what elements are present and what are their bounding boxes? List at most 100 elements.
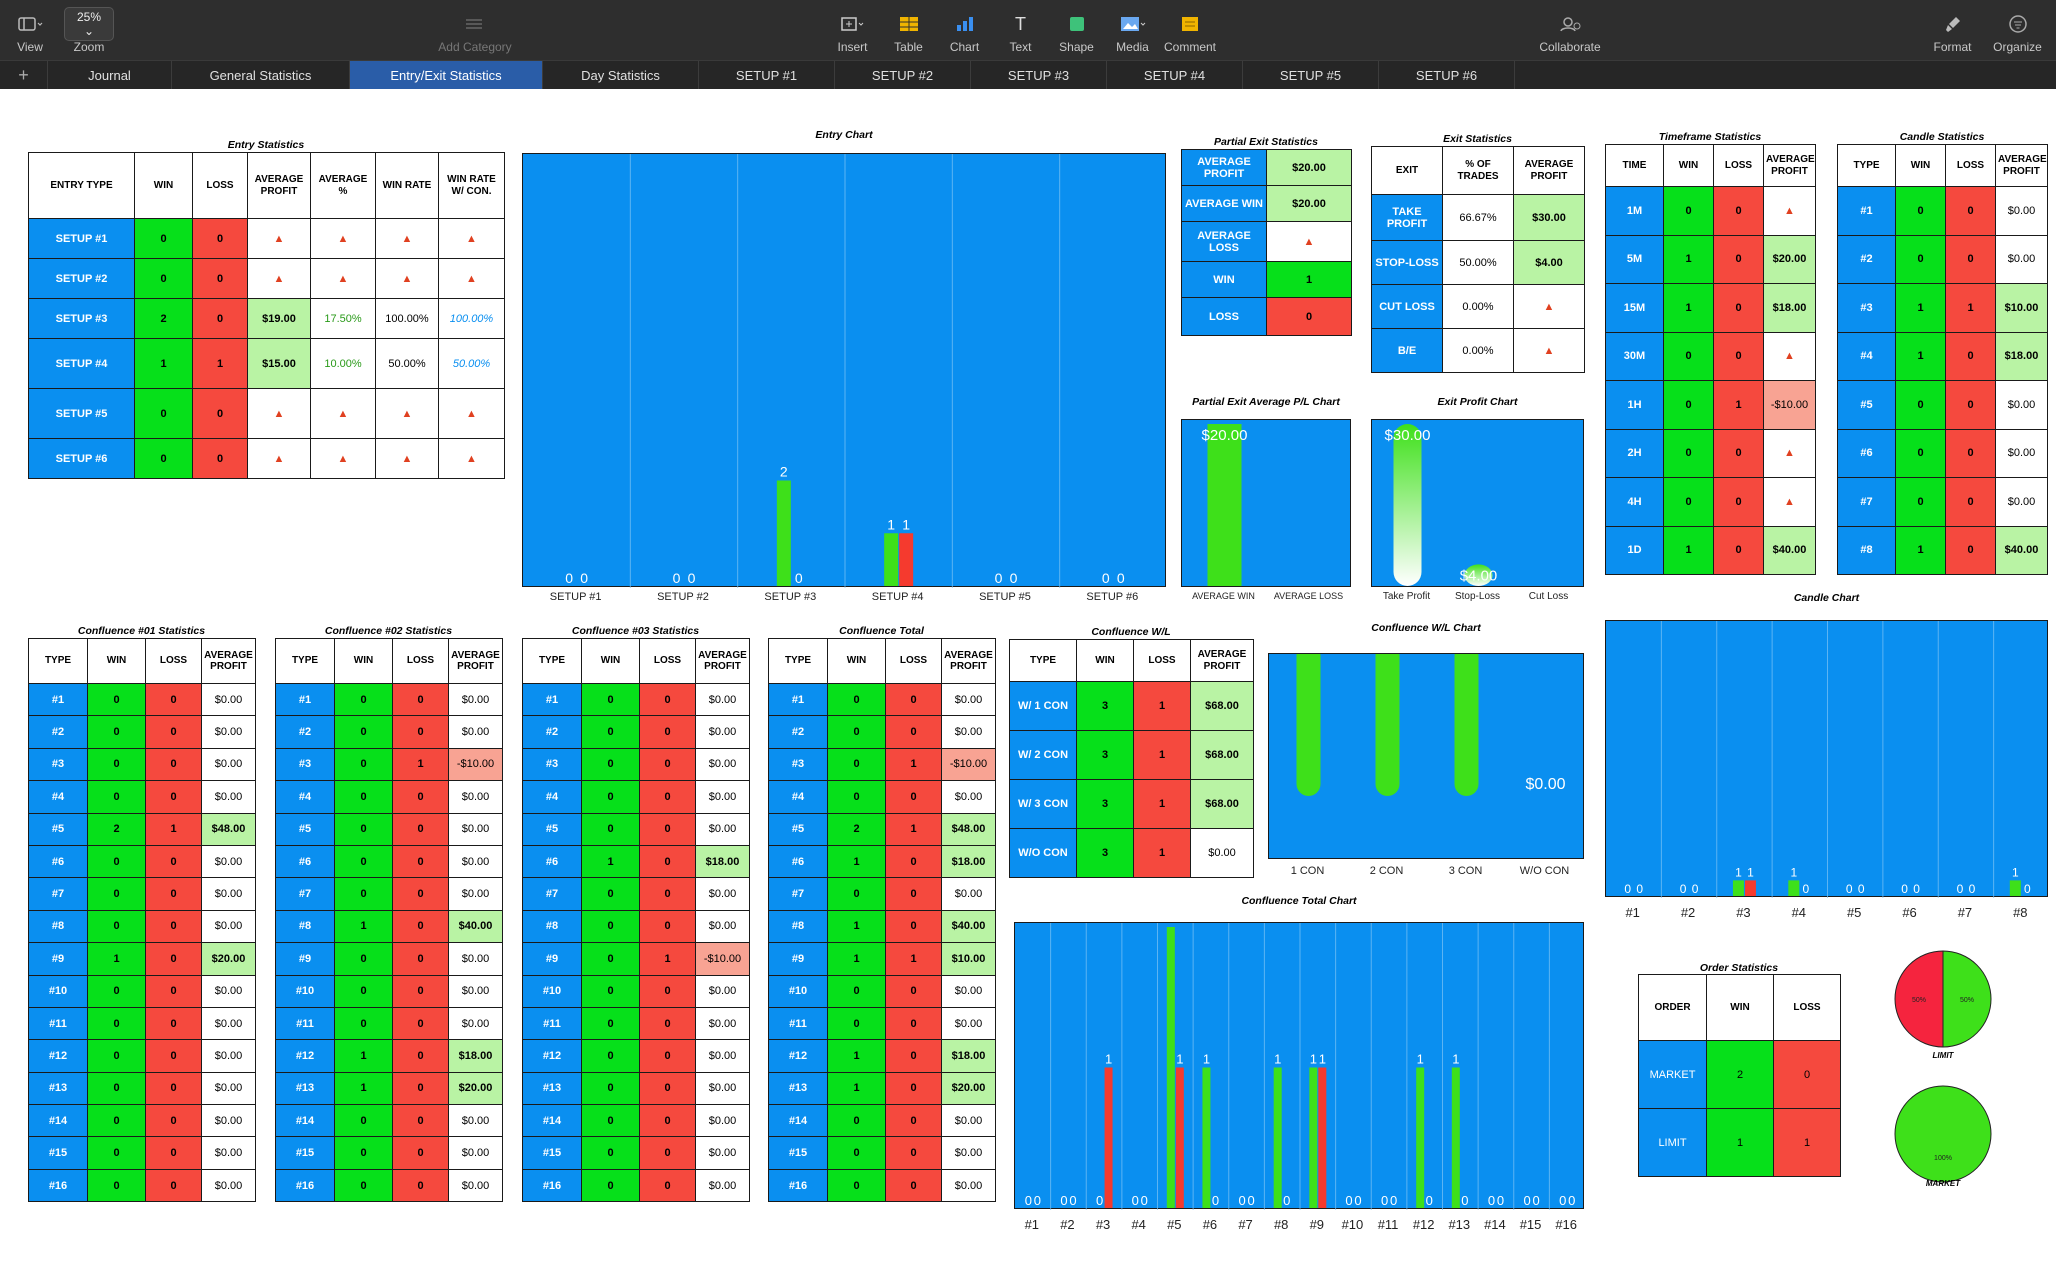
type-cell[interactable]: #8 [522,909,582,944]
win-cell[interactable]: 0 [1895,380,1946,430]
average-profit-cell[interactable]: $20.00 [201,942,256,976]
type-cell[interactable]: #2 [522,715,582,749]
loss-cell[interactable]: 0 [639,1071,696,1106]
win-cell[interactable]: 0 [827,1104,886,1138]
win-rate-con-cell[interactable]: ▲ [438,218,505,259]
average-profit-cell[interactable]: $0.00 [695,877,750,911]
win-cell[interactable]: 0 [581,1136,640,1170]
type-cell[interactable]: #1 [522,682,582,717]
average-profit-cell[interactable]: $0.00 [695,974,750,1008]
win-cell[interactable]: 0 [334,715,393,749]
type-cell[interactable]: #7 [522,877,582,911]
type-cell[interactable]: #3 [1837,283,1896,333]
average-profit-cell[interactable]: $10.00 [1995,283,2048,333]
win-rate-con-cell[interactable]: ▲ [438,258,505,299]
loss-cell[interactable]: 0 [639,812,696,846]
header-cell[interactable]: WIN [1895,144,1946,187]
average-profit-cell[interactable]: $0.00 [1995,428,2048,478]
loss-cell[interactable]: 0 [145,909,202,944]
header-cell[interactable]: AVERAGE PROFIT [695,638,750,684]
type-cell[interactable]: #12 [28,1039,88,1073]
loss-cell[interactable]: 0 [392,974,449,1008]
tab-setup-1[interactable]: SETUP #1 [699,61,835,90]
average-profit-cell[interactable]: $18.00 [448,1039,503,1073]
loss-cell[interactable]: 0 [392,715,449,749]
win-cell[interactable]: 2 [827,812,886,846]
average-percent-cell[interactable]: ▲ [310,218,376,259]
type-cell[interactable]: #13 [522,1071,582,1106]
average-profit-cell[interactable]: $0.00 [695,1168,750,1203]
average-profit-cell[interactable]: $0.00 [941,780,996,814]
type-cell[interactable]: 2H [1605,428,1664,478]
view-button[interactable]: View [12,10,48,54]
format-button[interactable]: Format [1930,10,1975,54]
header-cell[interactable]: LOSS [639,638,696,684]
loss-cell[interactable]: 0 [1945,525,1996,575]
average-profit-cell[interactable]: $0.00 [941,974,996,1008]
partial-value-cell[interactable]: $20.00 [1266,185,1352,222]
win-cell[interactable]: 0 [581,877,640,911]
tab-entry-exit-statistics[interactable]: Entry/Exit Statistics [350,61,543,90]
win-cell[interactable]: 0 [334,877,393,911]
win-cell[interactable]: 0 [581,1168,640,1203]
header-cell[interactable]: WIN [1706,974,1774,1041]
loss-cell[interactable]: 1 [145,812,202,846]
average-profit-cell[interactable]: $0.00 [201,1168,256,1203]
loss-cell[interactable]: 0 [392,877,449,911]
average-profit-cell[interactable]: ▲ [1763,331,1816,381]
win-cell[interactable]: 0 [334,747,393,782]
win-cell[interactable]: 0 [87,747,146,782]
type-cell[interactable]: W/O CON [1009,828,1077,878]
average-profit-cell[interactable]: ▲ [247,388,311,439]
loss-cell[interactable]: 1 [192,338,248,389]
average-profit-cell[interactable]: $0.00 [941,877,996,911]
win-cell[interactable]: 0 [827,974,886,1008]
loss-cell[interactable]: 0 [145,1136,202,1170]
tab-setup-4[interactable]: SETUP #4 [1107,61,1243,90]
type-cell[interactable]: W/ 2 CON [1009,730,1077,780]
loss-cell[interactable]: 0 [392,1136,449,1170]
loss-cell[interactable]: 0 [885,1039,942,1073]
win-rate-con-cell[interactable]: 50.00% [438,338,505,389]
win-cell[interactable]: 0 [581,747,640,782]
loss-cell[interactable]: 0 [885,1168,942,1203]
percent-trades-cell[interactable]: 0.00% [1442,328,1514,373]
win-rate-cell[interactable]: ▲ [375,218,439,259]
loss-cell[interactable]: 0 [1945,186,1996,236]
average-profit-cell[interactable]: $0.00 [1995,380,2048,430]
type-cell[interactable]: #2 [275,715,335,749]
loss-cell[interactable]: 0 [145,1071,202,1106]
type-cell[interactable]: #4 [28,780,88,814]
header-cell[interactable]: LOSS [145,638,202,684]
order-type-cell[interactable]: LIMIT [1638,1108,1707,1177]
win-cell[interactable]: 0 [1895,186,1946,236]
type-cell[interactable]: #11 [275,1006,335,1041]
type-cell[interactable]: 1H [1605,380,1664,430]
average-profit-cell[interactable]: $68.00 [1190,681,1254,731]
win-cell[interactable]: 3 [1076,730,1134,780]
type-cell[interactable]: #8 [1837,525,1896,575]
loss-cell[interactable]: 0 [192,388,248,439]
average-profit-cell[interactable]: $40.00 [448,909,503,944]
average-profit-cell[interactable]: $0.00 [941,715,996,749]
header-cell[interactable]: LOSS [1133,639,1191,682]
win-cell[interactable]: 0 [581,812,640,846]
media-button[interactable]: Media [1110,10,1155,54]
loss-cell[interactable]: 0 [885,974,942,1008]
average-percent-cell[interactable]: ▲ [310,258,376,299]
loss-cell[interactable]: 0 [145,715,202,749]
win-cell[interactable]: 1 [827,1039,886,1073]
header-cell[interactable]: TYPE [28,638,88,684]
average-profit-cell[interactable]: $48.00 [941,812,996,846]
loss-cell[interactable]: 0 [1713,283,1764,333]
type-cell[interactable]: #7 [275,877,335,911]
loss-cell[interactable]: 0 [639,1136,696,1170]
type-cell[interactable]: 30M [1605,331,1664,381]
average-profit-cell[interactable]: $0.00 [448,812,503,846]
win-cell[interactable]: 0 [581,682,640,717]
loss-cell[interactable]: 0 [1773,1040,1841,1109]
tab-setup-5[interactable]: SETUP #5 [1243,61,1379,90]
loss-cell[interactable]: 0 [639,747,696,782]
loss-cell[interactable]: 0 [885,780,942,814]
average-profit-cell[interactable]: $18.00 [695,844,750,879]
